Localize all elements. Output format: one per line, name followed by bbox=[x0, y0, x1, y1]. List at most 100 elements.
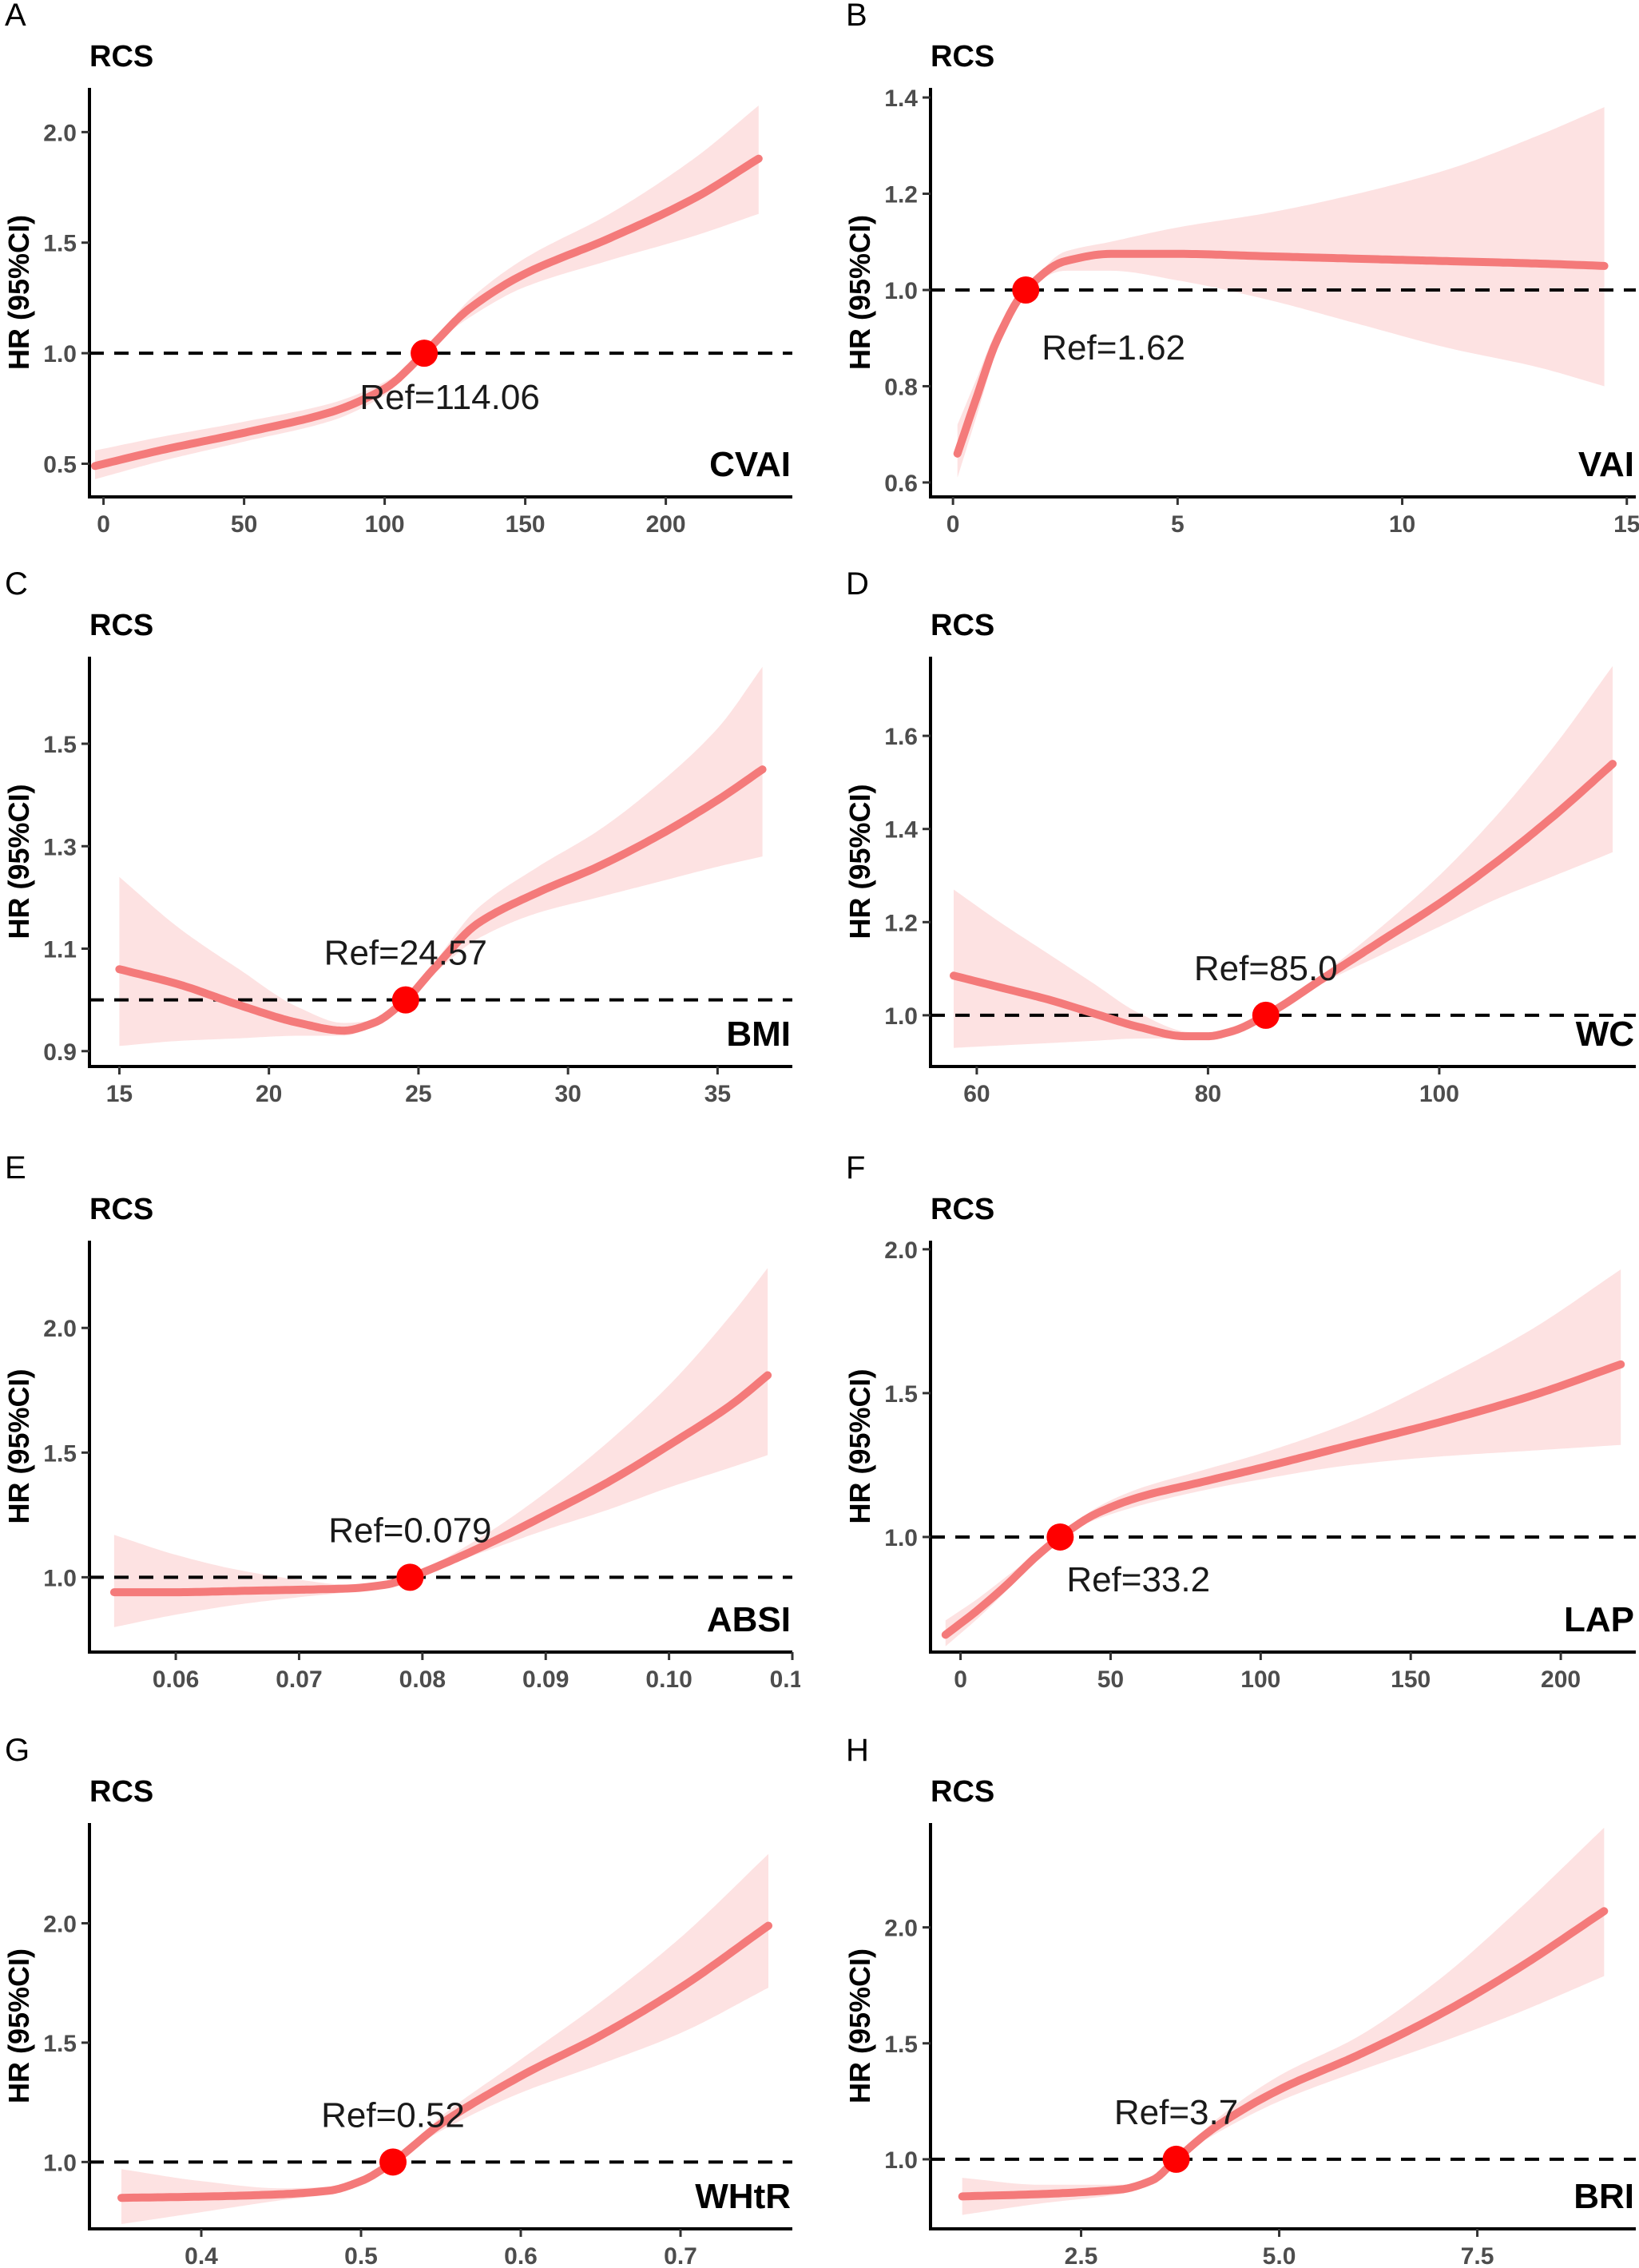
x-tick-label: 0.10 bbox=[645, 1666, 692, 1693]
y-tick-label: 1.0 bbox=[884, 1525, 918, 1551]
y-tick-label: 2.0 bbox=[43, 1316, 77, 1342]
plot-title: RCS bbox=[89, 609, 153, 642]
y-tick-label: 1.2 bbox=[884, 910, 918, 936]
y-axis-label: HR (95%CI) bbox=[843, 1948, 876, 2103]
x-tick-label: 50 bbox=[1097, 1666, 1124, 1693]
ref-label: Ref=33.2 bbox=[1066, 1560, 1210, 1599]
panel-e: E RCS 1.0 1.5 2.0 0.06 0.07 0.08 0.09 0.10 0.11 HR … bbox=[2, 1150, 816, 1693]
x-tick-label: 7.5 bbox=[1461, 2243, 1494, 2268]
hr-curve bbox=[115, 765, 767, 1035]
x-tick-label: 35 bbox=[704, 1081, 731, 1107]
x-tick-label: 0.11 bbox=[770, 1666, 816, 1693]
ref-label: Ref=85.0 bbox=[1194, 949, 1338, 988]
y-tick-label: 1.2 bbox=[884, 182, 918, 209]
panel-a: A RCS 0.5 1.0 1.5 2.0 0 50 100 150 200 HR (95%CI) Re… bbox=[2, 0, 792, 538]
x-tick-label: 0.09 bbox=[522, 1666, 569, 1693]
x-tick-label: 0.7 bbox=[664, 2243, 697, 2268]
panel-g: G RCS 1.0 1.5 2.0 0.4 0.5 0.6 0.7 HR (95%CI) Ref=0… bbox=[2, 1733, 792, 2268]
y-axis-label: HR (95%CI) bbox=[2, 1368, 35, 1523]
x-tick-label: 200 bbox=[646, 511, 686, 538]
y-tick-label: 1.3 bbox=[43, 834, 77, 860]
y-tick-label: 1.5 bbox=[43, 231, 77, 257]
x-tick-label: 5 bbox=[1171, 511, 1185, 538]
y-tick-label: 1.0 bbox=[884, 2147, 918, 2174]
y-tick-label: 1.5 bbox=[884, 1381, 918, 1408]
variable-label: LAP bbox=[1564, 1600, 1634, 1639]
panel-letter: E bbox=[5, 1150, 26, 1186]
y-tick-label: 1.5 bbox=[43, 1440, 77, 1467]
plot-title: RCS bbox=[931, 1193, 994, 1226]
panel-d: D RCS 1.0 1.2 1.4 1.6 60 80 100 HR (95%CI) Ref=85.… bbox=[843, 566, 1636, 1107]
x-tick-label: 0.07 bbox=[276, 1666, 322, 1693]
reference-point bbox=[1046, 1523, 1074, 1551]
plot-title: RCS bbox=[89, 1193, 153, 1226]
reference-point bbox=[396, 1563, 424, 1591]
y-axis-label: HR (95%CI) bbox=[843, 215, 876, 370]
reference-point bbox=[411, 340, 439, 367]
x-tick-label: 50 bbox=[231, 511, 257, 538]
plot-title: RCS bbox=[931, 609, 994, 642]
y-tick-label: 1.5 bbox=[43, 732, 77, 758]
x-tick-label: 15 bbox=[1613, 511, 1639, 538]
x-tick-label: 60 bbox=[963, 1081, 990, 1107]
hr-curve bbox=[117, 1921, 772, 2202]
panel-letter: G bbox=[5, 1733, 30, 1768]
x-tick-label: 15 bbox=[106, 1081, 133, 1107]
y-tick-label: 0.9 bbox=[43, 1039, 77, 1066]
reference-point bbox=[1162, 2145, 1190, 2173]
variable-label: BRI bbox=[1574, 2177, 1634, 2216]
y-tick-label: 1.0 bbox=[43, 1565, 77, 1591]
panel-letter: D bbox=[846, 566, 869, 602]
x-tick-label: 150 bbox=[1391, 1666, 1431, 1693]
panel-letter: C bbox=[5, 566, 28, 602]
ref-label: Ref=114.06 bbox=[359, 378, 539, 417]
y-tick-label: 1.5 bbox=[884, 2032, 918, 2058]
variable-label: WHtR bbox=[695, 2177, 791, 2216]
variable-label: BMI bbox=[726, 1015, 791, 1054]
plot-title: RCS bbox=[931, 1775, 994, 1809]
variable-label: WC bbox=[1576, 1015, 1634, 1054]
panel-c: C RCS 0.9 1.1 1.3 1.5 15 20 25 30 35 HR (95%CI) Ref=… bbox=[2, 566, 792, 1107]
y-axis-label: HR (95%CI) bbox=[843, 784, 876, 939]
x-tick-label: 200 bbox=[1541, 1666, 1581, 1693]
y-tick-label: 1.0 bbox=[884, 1003, 918, 1030]
ci-band bbox=[119, 666, 763, 1047]
y-tick-label: 2.0 bbox=[884, 1916, 918, 1942]
x-tick-label: 10 bbox=[1389, 511, 1415, 538]
y-axis-label: HR (95%CI) bbox=[843, 1368, 876, 1523]
y-tick-label: 0.5 bbox=[43, 451, 77, 478]
y-axis-label: HR (95%CI) bbox=[2, 784, 35, 939]
y-tick-label: 1.1 bbox=[43, 937, 77, 963]
plot-title: RCS bbox=[89, 1775, 153, 1809]
x-tick-label: 0.6 bbox=[504, 2243, 538, 2268]
ci-band bbox=[954, 665, 1613, 1048]
reference-point bbox=[379, 2148, 407, 2176]
plot-title: RCS bbox=[931, 40, 994, 73]
y-axis-label: HR (95%CI) bbox=[2, 215, 35, 370]
y-tick-label: 2.0 bbox=[43, 120, 77, 146]
y-axis-label: HR (95%CI) bbox=[2, 1948, 35, 2103]
variable-label: CVAI bbox=[709, 445, 791, 484]
panel-f: F RCS 1.0 1.5 2.0 0 50 100 150 200 HR (95%CI) Ref=3… bbox=[843, 1150, 1636, 1693]
x-tick-label: 0.4 bbox=[185, 2243, 218, 2268]
hr-curve bbox=[958, 1907, 1609, 2201]
y-tick-label: 0.6 bbox=[884, 471, 918, 497]
x-tick-label: 25 bbox=[405, 1081, 431, 1107]
x-tick-label: 2.5 bbox=[1065, 2243, 1098, 2268]
x-tick-label: 150 bbox=[506, 511, 546, 538]
y-tick-label: 1.4 bbox=[884, 817, 918, 844]
hr-curve bbox=[953, 249, 1609, 458]
y-tick-label: 2.0 bbox=[884, 1237, 918, 1264]
x-tick-label: 80 bbox=[1195, 1081, 1221, 1107]
panel-h: H RCS 1.0 1.5 2.0 2.5 5.0 7.5 HR (95%CI) Ref=3.7 B… bbox=[843, 1733, 1636, 2268]
x-tick-label: 0.5 bbox=[344, 2243, 378, 2268]
ref-label: Ref=3.7 bbox=[1114, 2093, 1238, 2132]
x-tick-label: 100 bbox=[1240, 1666, 1280, 1693]
ref-label: Ref=0.079 bbox=[328, 1511, 491, 1550]
x-tick-label: 0 bbox=[954, 1666, 967, 1693]
ci-band bbox=[121, 1853, 768, 2224]
reference-point bbox=[391, 986, 419, 1014]
x-tick-label: 30 bbox=[554, 1081, 581, 1107]
y-tick-label: 1.6 bbox=[884, 724, 918, 750]
